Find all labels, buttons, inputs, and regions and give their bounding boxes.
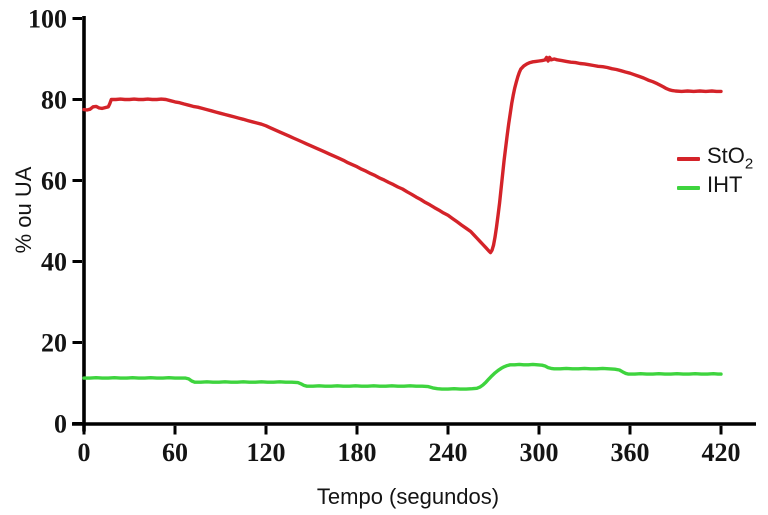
legend: StO2 IHT (677, 144, 753, 202)
legend-item-iht: IHT (677, 173, 753, 202)
legend-swatch-sto2 (677, 156, 700, 161)
x-tick-label: 360 (611, 438, 650, 467)
series-line-sto2 (82, 55, 723, 255)
x-tick-label: 240 (429, 438, 468, 467)
x-tick-label: 0 (78, 438, 91, 467)
legend-swatch-iht (677, 185, 700, 190)
series-line-iht (82, 362, 723, 391)
y-tick-label: 60 (41, 167, 67, 196)
legend-item-sto2: StO2 (677, 144, 753, 173)
x-axis-title: Tempo (segundos) (316, 484, 500, 509)
x-tick-label: 60 (162, 438, 188, 467)
x-tick-label: 120 (247, 438, 286, 467)
x-tick-label: 420 (702, 438, 741, 467)
x-tick-label: 180 (338, 438, 377, 467)
legend-label-iht: IHT (707, 172, 743, 198)
x-tick-label: 300 (520, 438, 559, 467)
y-tick-label: 0 (54, 410, 67, 439)
y-axis-title: % ou UA (11, 166, 36, 254)
y-tick-label: 100 (28, 5, 67, 34)
y-tick-label: 40 (41, 248, 67, 277)
y-tick-label: 20 (41, 329, 67, 358)
y-tick-label: 80 (41, 86, 67, 115)
legend-label-sto2: StO2 (707, 143, 754, 173)
